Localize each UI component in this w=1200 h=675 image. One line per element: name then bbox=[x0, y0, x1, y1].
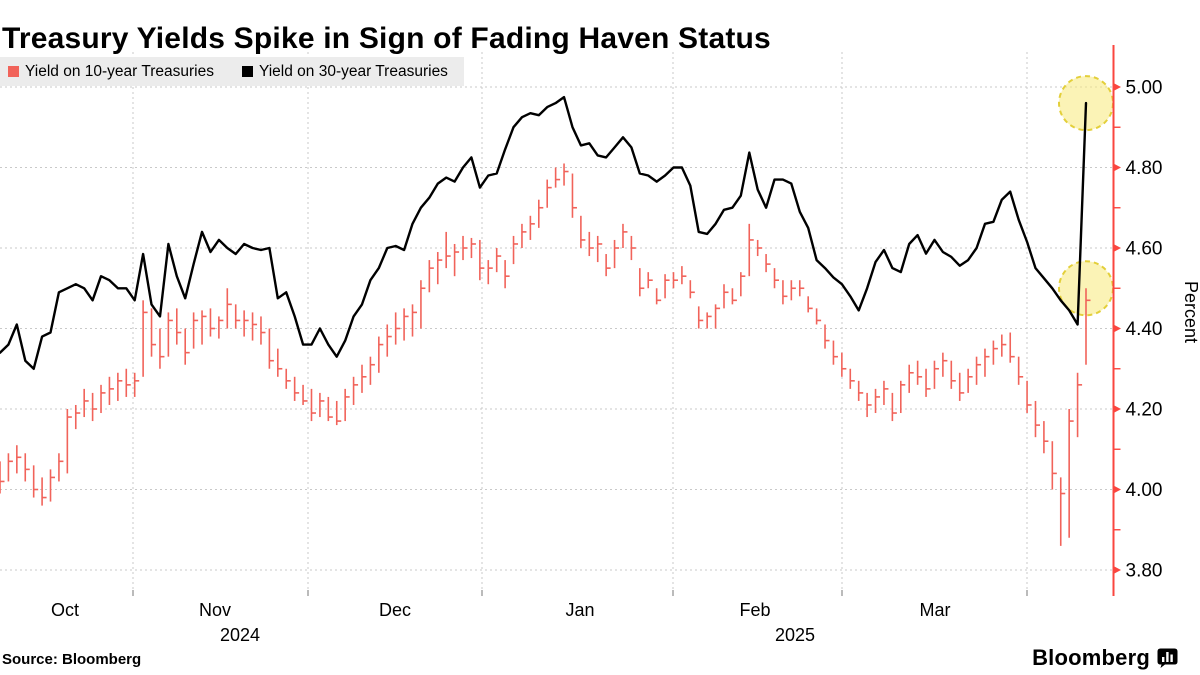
y-major-tick-arrow bbox=[1112, 565, 1121, 575]
y-major-tick-arrow bbox=[1112, 163, 1121, 172]
legend-swatch-30yr-icon bbox=[241, 66, 253, 77]
x-month-label: Mar bbox=[920, 600, 951, 620]
legend-label-30yr: Yield on 30-year Treasuries bbox=[258, 62, 448, 80]
y-major-tick-arrow bbox=[1112, 243, 1121, 253]
x-month-label: Feb bbox=[739, 600, 770, 620]
legend: Yield on 10-year Treasuries Yield on 30-… bbox=[0, 57, 464, 86]
legend-item-10yr: Yield on 10-year Treasuries bbox=[8, 63, 214, 81]
x-year-label: 2024 bbox=[220, 625, 260, 645]
x-year-label: 2025 bbox=[775, 625, 815, 645]
x-month-label: Dec bbox=[379, 600, 411, 620]
y-tick-label: 4.20 bbox=[1126, 400, 1163, 421]
x-month-label: Nov bbox=[199, 600, 231, 620]
line-30yr bbox=[0, 95, 1088, 370]
page-title: Treasury Yields Spike in Sign of Fading … bbox=[2, 22, 771, 56]
y-axis-title: Percent bbox=[1181, 281, 1200, 343]
y-tick-label: 4.80 bbox=[1126, 158, 1163, 179]
y-major-tick-arrow bbox=[1112, 485, 1121, 494]
y-major-tick-arrow bbox=[1112, 324, 1121, 333]
y-tick-label: 4.00 bbox=[1126, 480, 1163, 501]
y-tick-label: 5.00 bbox=[1126, 78, 1163, 99]
legend-label-10yr: Yield on 10-year Treasuries bbox=[25, 62, 214, 80]
y-tick-label: 4.40 bbox=[1126, 319, 1163, 340]
bloomberg-wordmark: Bloomberg bbox=[1032, 645, 1150, 670]
x-month-label: Jan bbox=[565, 600, 594, 620]
y-tick-label: 4.60 bbox=[1126, 239, 1163, 260]
bloomberg-terminal-icon bbox=[1157, 648, 1178, 668]
bloomberg-logo: Bloomberg bbox=[1032, 645, 1178, 671]
y-tick-label: 3.80 bbox=[1126, 561, 1163, 582]
x-month-label: Oct bbox=[51, 600, 79, 620]
legend-swatch-10yr-icon bbox=[8, 66, 19, 77]
y-major-tick-arrow bbox=[1112, 404, 1121, 414]
legend-item-30yr: Yield on 30-year Treasuries bbox=[241, 62, 448, 81]
y-major-tick-arrow bbox=[1112, 82, 1121, 92]
source-note: Source: Bloomberg bbox=[2, 651, 142, 668]
